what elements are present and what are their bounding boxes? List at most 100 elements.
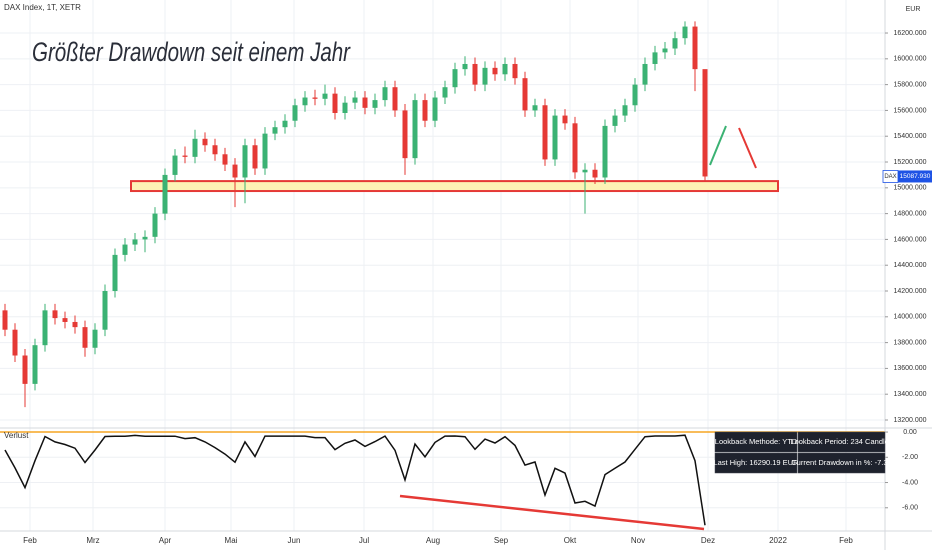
candle-body [502, 63, 508, 75]
projection-line [709, 125, 727, 166]
y-tick-label: 13600.000 [893, 365, 926, 372]
x-tick-label: Sep [494, 536, 509, 545]
x-tick-label: Feb [23, 536, 37, 545]
x-tick-label: Mrz [86, 536, 99, 545]
candle-body [482, 67, 488, 85]
candle-body [222, 154, 228, 165]
y-tick-label: -4.00 [902, 479, 918, 486]
candle-body [672, 38, 678, 49]
candle-body [262, 133, 268, 169]
candle-body [582, 169, 588, 173]
candle-body [452, 69, 458, 88]
x-tick-label: Nov [631, 536, 645, 545]
table-cell [797, 431, 886, 453]
y-tick-label: 14200.000 [893, 288, 926, 295]
candle-body [432, 97, 438, 121]
candle-body [422, 100, 428, 121]
candle-body [472, 63, 478, 85]
candle-body [702, 69, 708, 177]
candle-body [252, 145, 258, 169]
y-tick-label: 14000.000 [893, 314, 926, 321]
candle-body [562, 115, 568, 124]
candle-body [662, 48, 668, 53]
drawdown-line [4, 434, 706, 526]
table-cell-text: Lookback Methode: YTD [715, 437, 798, 446]
x-tick-label: Apr [159, 536, 172, 545]
price-tag-label: 15087.930 [900, 173, 931, 180]
table-cell [714, 452, 798, 474]
candle-body [312, 97, 318, 99]
candle-body [42, 310, 48, 346]
candle-body [282, 120, 288, 128]
candle-body [412, 100, 418, 159]
table-cell [714, 431, 798, 453]
panel-label: Verlust [4, 431, 29, 440]
x-tick-label: Okt [564, 536, 577, 545]
candle-body [102, 291, 108, 330]
x-tick-label: Feb [839, 536, 853, 545]
table-cell-text: Lookback Period: 234 Candles [790, 437, 892, 446]
candle-body [192, 138, 198, 157]
y-tick-label: 13400.000 [893, 391, 926, 398]
unit-label: EUR [906, 6, 921, 13]
candle-body [462, 63, 468, 70]
candle-body [12, 329, 18, 356]
candle-body [292, 105, 298, 121]
table-cell-text: Last High: 16290.19 EUR [713, 458, 799, 467]
candle-body [402, 110, 408, 159]
y-tick-label: 13200.000 [893, 417, 926, 424]
x-tick-label: 2022 [769, 536, 787, 545]
candle-body [442, 87, 448, 98]
candle-body [492, 67, 498, 75]
candle-body [642, 63, 648, 85]
candle-body [132, 239, 138, 245]
y-tick-label: 15800.000 [893, 81, 926, 88]
candle-body [592, 169, 598, 178]
y-tick-label: 13800.000 [893, 339, 926, 346]
table-cell [797, 452, 886, 474]
candle-body [242, 145, 248, 178]
candle-body [572, 123, 578, 173]
candle-body [142, 236, 148, 240]
candle-body [522, 78, 528, 111]
candle-body [182, 155, 188, 157]
candle-body [302, 97, 308, 106]
y-tick-label: 15400.000 [893, 133, 926, 140]
candle-body [342, 102, 348, 113]
y-tick-label: 14800.000 [893, 210, 926, 217]
candle-body [392, 87, 398, 111]
candle-body [692, 26, 698, 70]
candle-body [232, 164, 238, 178]
candle-body [72, 321, 78, 328]
y-tick-label: 15600.000 [893, 107, 926, 114]
candle-body [322, 93, 328, 99]
candle-body [82, 327, 88, 348]
candle-body [652, 52, 658, 64]
x-tick-label: Jul [359, 536, 369, 545]
candle-body [2, 310, 8, 330]
candle-body [682, 26, 688, 39]
candle-body [332, 93, 338, 113]
trend-line [399, 494, 705, 531]
y-tick-label: 16200.000 [893, 30, 926, 37]
candle-body [112, 254, 118, 292]
candle-body [272, 127, 278, 134]
chart-subtitle: DAX Index, 1T, XETR [4, 3, 81, 12]
y-tick-label: 0.00 [903, 429, 917, 436]
candle-body [52, 310, 58, 319]
y-tick-label: 16000.000 [893, 56, 926, 63]
y-tick-label: 15000.000 [893, 185, 926, 192]
chart-title: Größter Drawdown seit einem Jahr [32, 37, 351, 67]
candle-body [212, 145, 218, 155]
candle-body [372, 100, 378, 108]
candle-body [32, 345, 38, 384]
candle-body [512, 63, 518, 79]
candle-body [352, 97, 358, 103]
candle-body [542, 105, 548, 160]
table-cell-text: Current Drawdown in %: -7.38 [791, 458, 891, 467]
x-tick-label: Dez [701, 536, 715, 545]
candle-body [532, 105, 538, 111]
x-tick-label: Mai [225, 536, 238, 545]
